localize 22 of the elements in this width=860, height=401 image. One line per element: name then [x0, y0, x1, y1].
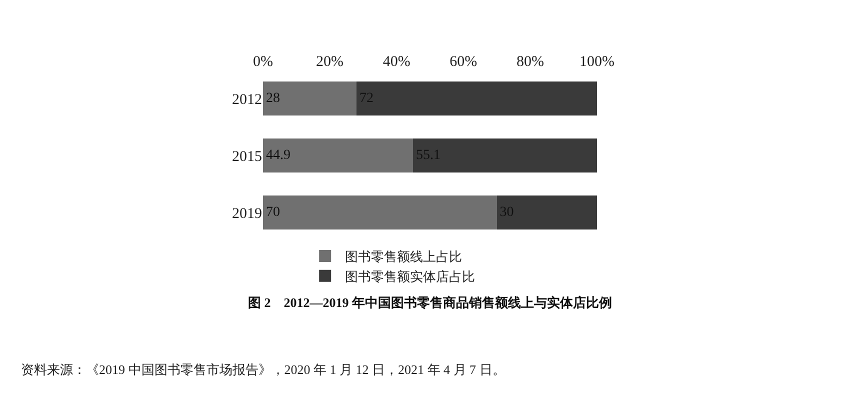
text: 资料来源：《2019 中国图书零售市场报告》，2020 年 1 月 12 日，2021 年 4 月 7 日。: [21, 362, 506, 377]
bar: [263, 195, 497, 230]
data-label: 44.9: [266, 148, 290, 163]
text: 图 2 2012—2019 年中国图书零售商品销售额线上与实体店比例: [248, 295, 612, 310]
x-tick-label: 40%: [382, 54, 410, 70]
y-tick-label: 2012: [232, 92, 262, 108]
bar: [412, 138, 597, 173]
y-tick-label: 2019: [232, 206, 262, 222]
y-tick-label: 2015: [232, 148, 262, 165]
legend-label: 图书零售额线上占比: [345, 249, 462, 264]
bar: [263, 138, 413, 173]
data-label: 28: [266, 91, 280, 106]
bar: [356, 81, 597, 116]
bar: [263, 81, 357, 116]
x-tick-label: 100%: [580, 54, 614, 70]
x-tick-label: 0%: [253, 54, 273, 70]
bar: [496, 195, 597, 230]
legend-label: 图书零售额实体店占比: [345, 268, 476, 284]
data-label: 70: [266, 205, 280, 220]
x-tick-label: 60%: [450, 54, 478, 70]
x-tick-label: 80%: [516, 54, 544, 70]
x-tick-label: 20%: [316, 54, 344, 70]
